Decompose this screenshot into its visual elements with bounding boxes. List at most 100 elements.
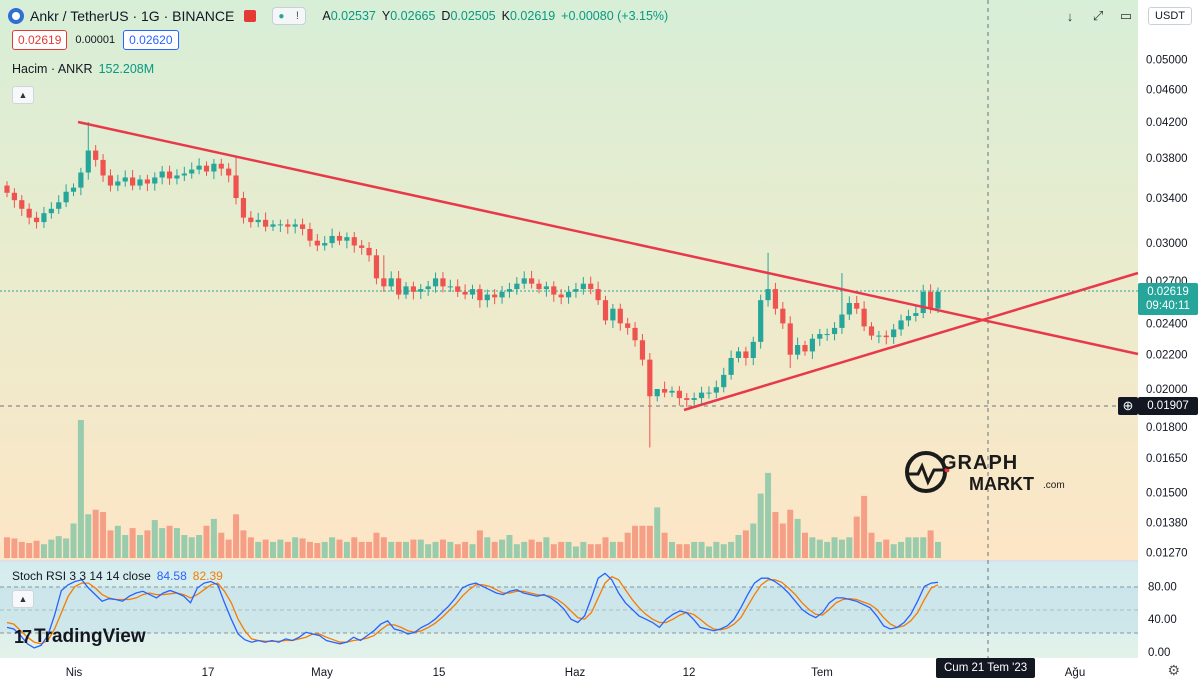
- volume-bar: [595, 544, 602, 558]
- candle-body: [388, 278, 394, 287]
- volume-bar: [499, 539, 506, 558]
- low-label: D: [441, 9, 451, 23]
- volume-bar: [676, 544, 683, 558]
- volume-bar: [705, 546, 712, 558]
- volume-bar: [728, 541, 735, 558]
- candle-body: [565, 291, 572, 298]
- volume-bar: [624, 532, 631, 558]
- volume-bar: [787, 509, 794, 558]
- volume-bar: [388, 541, 395, 558]
- volume-bar: [609, 541, 616, 558]
- open-value: 0.02537: [330, 9, 376, 23]
- arrow-down-icon[interactable]: ↓: [1066, 8, 1074, 24]
- candle-body: [48, 208, 54, 214]
- price-tick-label: 0.01650: [1146, 453, 1188, 465]
- stoch-legend: Stoch RSI 3 3 14 14 close 84.58 82.39: [12, 569, 223, 583]
- sell-button[interactable]: 0.02619: [12, 30, 68, 50]
- volume-bar: [491, 541, 498, 558]
- candle-body: [4, 185, 10, 193]
- price-tick-label: 0.02400: [1146, 318, 1188, 330]
- volume-bar: [572, 546, 579, 558]
- volume-bar: [292, 537, 299, 558]
- window-icon[interactable]: ▭: [1119, 8, 1133, 23]
- candle-body: [795, 345, 801, 355]
- volume-bar: [927, 530, 934, 558]
- candle-body: [883, 335, 889, 338]
- stoch-k-value: 84.58: [156, 569, 187, 583]
- price-tick-label: 0.04600: [1146, 84, 1188, 96]
- chevron-up-icon: ▲: [18, 594, 28, 604]
- volume-bar: [33, 540, 40, 558]
- volume-bar: [410, 539, 417, 558]
- volume-bar: [669, 541, 675, 558]
- gm-logo-line1: GRAPH: [941, 452, 1019, 474]
- time-axis[interactable]: Nis 17 May 15 Haz 12 Tem Ağu: [66, 667, 1086, 679]
- trade-prices: 0.02619 0.00001 0.02620: [12, 30, 179, 50]
- volume-bar: [395, 541, 402, 558]
- volume-bar: [366, 541, 373, 558]
- flag-icon[interactable]: [244, 10, 257, 22]
- volume-bar: [129, 528, 136, 558]
- volume-bar: [210, 518, 217, 558]
- volume-bar: [831, 537, 838, 558]
- candle-body: [905, 315, 912, 321]
- candle-body: [617, 308, 623, 324]
- tv-logo-text: TradingView: [34, 626, 146, 647]
- candle-body: [654, 389, 660, 397]
- volume-bar: [802, 532, 808, 558]
- candle-body: [573, 289, 579, 292]
- time-tick-label: 15: [433, 667, 446, 679]
- volume-bar: [321, 541, 328, 558]
- volume-bars: [4, 420, 941, 558]
- candle-body: [63, 191, 69, 203]
- candle-body: [107, 175, 114, 186]
- add-alert-plus-icon[interactable]: ⊕: [1118, 397, 1138, 415]
- candle-body: [588, 283, 594, 290]
- candle-body: [270, 224, 276, 227]
- eye-icon[interactable]: ●: [278, 10, 285, 22]
- volume-bar: [107, 530, 114, 558]
- volume-bar: [617, 541, 624, 558]
- candle-body: [543, 286, 549, 290]
- expand-icon[interactable]: ⤢: [1092, 8, 1104, 23]
- volume-bar: [122, 535, 129, 558]
- candle-body: [130, 177, 136, 186]
- currency-select[interactable]: USDT: [1148, 7, 1192, 25]
- candle-body: [344, 237, 350, 241]
- trendline-lower-support[interactable]: [683, 271, 1139, 412]
- gear-icon[interactable]: ⚙: [1167, 662, 1180, 678]
- volume-bar: [114, 525, 121, 558]
- candle-body: [351, 237, 357, 246]
- time-tick-label: Tem: [811, 667, 833, 679]
- trendlines[interactable]: [77, 120, 1139, 412]
- candle-body: [144, 179, 150, 184]
- volume-bar: [824, 541, 831, 558]
- alert-icon[interactable]: !: [295, 10, 299, 22]
- current-price-value: 0.02619: [1147, 286, 1189, 298]
- trendline-upper-resistance[interactable]: [77, 120, 1139, 356]
- candle-body: [913, 313, 919, 316]
- buy-button[interactable]: 0.02620: [123, 30, 179, 50]
- volume-bar: [875, 541, 882, 558]
- volume-bar: [181, 535, 188, 558]
- collapse-volume-button[interactable]: ▲: [12, 86, 34, 104]
- price-axis[interactable]: 0.05000 0.04600 0.04200 0.03800 0.03400 0.030…: [1146, 54, 1188, 559]
- volume-bar: [196, 535, 203, 558]
- volume-bar: [262, 539, 269, 558]
- candle-body: [529, 278, 535, 284]
- candle-body: [137, 179, 143, 186]
- candle-body: [410, 286, 416, 292]
- volume-bar: [218, 532, 225, 558]
- candle-body: [713, 387, 719, 393]
- symbol-title[interactable]: Ankr / TetherUS · 1G · BINANCE: [30, 8, 235, 24]
- volume-bar: [233, 514, 240, 558]
- volume-bar: [225, 539, 232, 558]
- volume-bar: [646, 525, 653, 558]
- collapse-stoch-button[interactable]: ▲: [12, 590, 34, 608]
- candle-body: [639, 340, 646, 360]
- symbol-header: Ankr / TetherUS · 1G · BINANCE ● ! A0.02…: [8, 6, 668, 26]
- volume-bar: [484, 537, 491, 558]
- tradingview-logo[interactable]: 17 TradingView: [14, 626, 146, 648]
- volume-bar: [602, 537, 609, 558]
